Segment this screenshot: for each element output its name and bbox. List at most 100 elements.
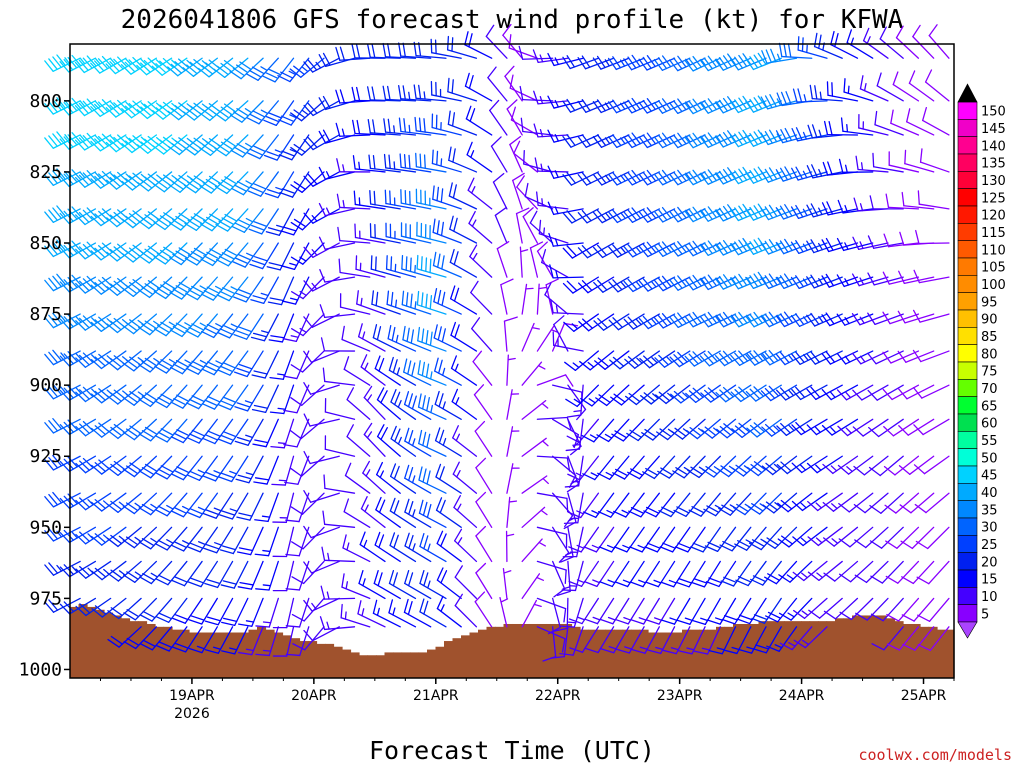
barb-half-feather: [667, 392, 674, 399]
barb-feather: [190, 615, 205, 621]
x-tick-label: 19APR: [169, 688, 215, 704]
wind-barb: [536, 374, 574, 387]
wind-barb: [790, 275, 828, 290]
barb-feather: [156, 218, 169, 228]
wind-barb: [654, 350, 691, 368]
barb-feather: [290, 112, 303, 122]
barb-feather: [795, 351, 805, 363]
wind-barb: [809, 84, 843, 102]
barb-shaft: [536, 526, 568, 535]
barb-feather: [855, 612, 868, 621]
y-tick-label: 900: [29, 375, 62, 396]
wind-barb: [494, 206, 508, 244]
barb-feather: [206, 361, 221, 369]
barb-shaft: [475, 467, 493, 494]
barb-feather: [806, 240, 815, 254]
barb-feather: [659, 428, 672, 438]
barb-feather: [642, 471, 656, 480]
barb-half-feather: [746, 314, 752, 322]
barb-feather: [581, 245, 593, 257]
wind-barb: [548, 232, 584, 247]
wind-barb: [452, 461, 478, 494]
barb-feather: [661, 275, 672, 288]
barb-half-feather: [685, 58, 691, 66]
barb-feather: [97, 58, 109, 70]
barb-feather: [890, 109, 894, 124]
barb-feather: [687, 469, 700, 479]
barb-feather: [623, 173, 633, 186]
wind-barb: [466, 141, 493, 173]
wind-barb: [676, 597, 706, 625]
barb-feather: [52, 383, 63, 396]
barb-half-feather: [299, 290, 307, 297]
barb-feather: [749, 56, 759, 69]
ground-column: [342, 649, 352, 678]
barb-shaft: [475, 572, 493, 600]
color-swatch: [957, 344, 978, 363]
barb-feather: [467, 177, 475, 191]
wind-barb: [475, 525, 493, 563]
barb-feather: [747, 506, 761, 515]
barb-feather: [252, 295, 267, 301]
barb-feather: [722, 168, 733, 181]
barb-shaft: [882, 597, 904, 622]
wind-barb: [75, 384, 112, 403]
wind-barb: [643, 492, 676, 518]
barb-feather: [157, 362, 171, 371]
barb-shaft: [302, 526, 325, 550]
wind-barb: [318, 166, 356, 180]
barb-feather: [613, 546, 628, 553]
barb-half-feather: [803, 354, 809, 361]
barb-feather: [78, 354, 90, 366]
wind-barb: [630, 597, 660, 625]
barb-feather: [752, 575, 767, 583]
wind-barb: [544, 282, 569, 315]
barb-half-feather: [555, 270, 559, 279]
barb-feather: [676, 506, 690, 514]
wind-barb: [389, 463, 417, 494]
barb-feather: [822, 463, 834, 475]
wind-barb: [615, 626, 645, 654]
barb-feather: [644, 428, 657, 438]
barb-feather: [763, 540, 776, 549]
wind-barb: [917, 626, 950, 652]
barb-feather: [380, 427, 388, 441]
barb-feather: [568, 618, 583, 625]
barb-feather: [614, 581, 629, 588]
wind-barb: [523, 149, 554, 173]
wind-barb: [367, 118, 401, 136]
barb-feather: [671, 430, 684, 440]
barb-feather: [677, 206, 687, 219]
barb-feather: [98, 173, 109, 184]
ground-column: [928, 626, 938, 678]
barb-feather: [806, 314, 816, 327]
barb-feather: [360, 496, 368, 510]
ground-column: [503, 623, 513, 678]
barb-feather: [807, 536, 819, 547]
barb-feather: [425, 293, 428, 309]
barb-feather: [718, 313, 729, 326]
wind-barb: [335, 122, 371, 137]
barb-feather: [202, 512, 217, 519]
barb-feather: [703, 353, 714, 365]
barb-feather: [718, 507, 731, 516]
barb-feather: [775, 168, 784, 182]
barb-feather: [437, 289, 442, 305]
barb-half-feather: [745, 539, 754, 544]
barb-feather: [883, 233, 890, 248]
barb-feather: [234, 440, 249, 446]
barb-feather: [882, 388, 893, 401]
wind-barb: [596, 418, 630, 443]
barb-feather: [729, 277, 740, 290]
ground-column: [282, 635, 292, 678]
barb-feather: [82, 386, 94, 398]
barb-feather: [237, 253, 252, 261]
wind-barb: [582, 455, 615, 481]
barb-shaft: [888, 276, 920, 285]
barb-feather: [753, 461, 766, 471]
barb-feather: [718, 352, 730, 365]
wind-barb: [376, 461, 401, 494]
wind-barb: [764, 560, 798, 585]
barb-feather: [421, 292, 424, 307]
wind-barb: [566, 418, 600, 443]
